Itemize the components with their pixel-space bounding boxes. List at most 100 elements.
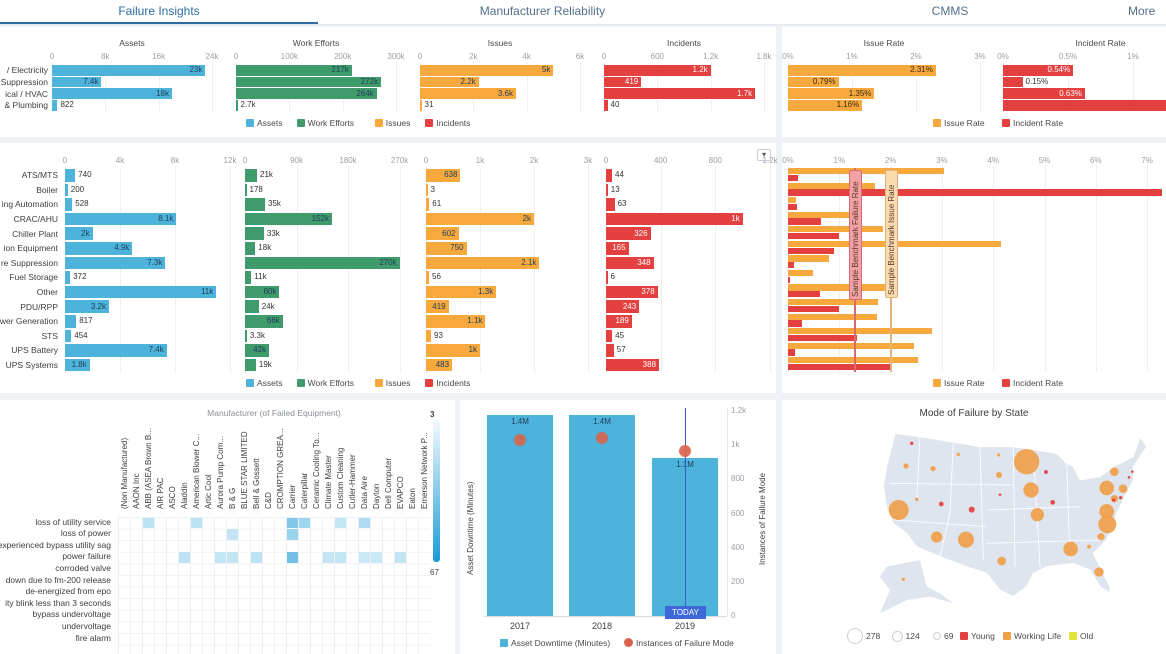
bar[interactable]: [426, 315, 486, 328]
incident-rate-bar[interactable]: [788, 189, 1163, 196]
tab-cmms[interactable]: CMMS: [931, 4, 969, 18]
failure-instance-point[interactable]: [596, 432, 608, 445]
bar[interactable]: [65, 256, 166, 270]
bar[interactable]: [236, 100, 238, 111]
bar[interactable]: [606, 256, 654, 270]
bar[interactable]: [426, 198, 430, 211]
bar[interactable]: [52, 88, 172, 99]
heatmap-cell[interactable]: [287, 552, 298, 563]
legend-item[interactable]: Work Efforts: [307, 118, 355, 128]
tab-more[interactable]: More: [1128, 4, 1156, 18]
bar[interactable]: [426, 227, 459, 240]
bar[interactable]: [606, 285, 658, 299]
bar[interactable]: [606, 227, 651, 240]
heatmap-cell[interactable]: [395, 552, 406, 563]
legend-item[interactable]: Issues: [385, 118, 411, 128]
issue-rate-bar[interactable]: [788, 328, 932, 335]
legend-item[interactable]: Working Life: [1014, 631, 1062, 641]
issue-rate-bar[interactable]: [788, 255, 830, 262]
heatmap-cell[interactable]: [335, 517, 346, 529]
bar[interactable]: [245, 242, 256, 255]
bar[interactable]: [426, 285, 497, 299]
issue-rate-bar[interactable]: [788, 168, 945, 175]
heatmap-cell[interactable]: [251, 552, 262, 563]
young-bubble[interactable]: [1112, 498, 1116, 502]
bar[interactable]: [65, 285, 217, 299]
bar[interactable]: [65, 329, 72, 343]
bar[interactable]: [426, 344, 480, 357]
issue-rate-bar[interactable]: [788, 211, 855, 218]
bar[interactable]: [65, 212, 177, 226]
working-life-bubble[interactable]: [1063, 541, 1078, 557]
bar[interactable]: [606, 198, 615, 211]
incident-rate-bar[interactable]: [788, 247, 835, 254]
heatmap-cell[interactable]: [143, 517, 154, 529]
heatmap-cell[interactable]: [227, 552, 238, 563]
bar[interactable]: [426, 329, 432, 343]
issue-rate-bar[interactable]: [788, 182, 876, 189]
bar[interactable]: [606, 344, 614, 357]
incident-rate-bar[interactable]: [788, 262, 795, 269]
bar[interactable]: [236, 65, 352, 76]
bar[interactable]: [65, 271, 71, 284]
legend-item[interactable]: Asset Downtime (Minutes): [511, 638, 611, 648]
bar[interactable]: [788, 65, 936, 76]
young-bubble[interactable]: [1131, 470, 1134, 473]
incident-rate-bar[interactable]: [788, 218, 822, 225]
working-life-bubble[interactable]: [1023, 482, 1039, 498]
young-bubble[interactable]: [939, 501, 944, 507]
heatmap-cell[interactable]: [323, 552, 334, 563]
bar[interactable]: [245, 329, 247, 343]
legend-item[interactable]: Young: [971, 631, 995, 641]
legend-item[interactable]: Incident Rate: [1013, 378, 1064, 388]
bar[interactable]: [1003, 88, 1085, 99]
bar[interactable]: [604, 100, 608, 111]
working-life-bubble[interactable]: [888, 500, 909, 520]
legend-item[interactable]: Incidents: [436, 118, 471, 128]
bar[interactable]: [426, 212, 534, 226]
bar[interactable]: [52, 100, 58, 111]
working-life-bubble[interactable]: [1094, 567, 1104, 577]
heatmap-cell[interactable]: [287, 517, 298, 529]
bar[interactable]: [65, 198, 73, 211]
incident-rate-bar[interactable]: [788, 291, 820, 298]
bar[interactable]: [420, 65, 554, 76]
heatmap-cell[interactable]: [359, 552, 370, 563]
bar[interactable]: [420, 100, 422, 111]
working-life-bubble[interactable]: [1097, 533, 1105, 541]
young-bubble[interactable]: [998, 493, 1002, 496]
incident-rate-bar[interactable]: [788, 233, 840, 240]
bar[interactable]: [65, 183, 68, 197]
bar[interactable]: [606, 271, 608, 284]
bar[interactable]: [65, 227, 93, 240]
heatmap-cell[interactable]: [335, 552, 346, 563]
tab-failure-insights[interactable]: Failure Insights: [118, 4, 200, 18]
bar[interactable]: [426, 358, 453, 372]
issue-rate-bar[interactable]: [788, 298, 878, 306]
bar[interactable]: [245, 285, 280, 299]
bar[interactable]: [1003, 100, 1166, 111]
legend-item[interactable]: Assets: [257, 118, 283, 128]
bar[interactable]: [245, 198, 266, 211]
legend-item[interactable]: Issue Rate: [944, 118, 985, 128]
issue-rate-bar[interactable]: [788, 284, 886, 291]
bar[interactable]: [606, 183, 608, 197]
bar[interactable]: [788, 100, 863, 111]
bar[interactable]: [65, 358, 90, 372]
bar[interactable]: [245, 344, 270, 357]
downtime-bar[interactable]: [569, 415, 635, 616]
working-life-bubble[interactable]: [997, 453, 1001, 457]
bar[interactable]: [604, 76, 642, 88]
working-life-bubble[interactable]: [1099, 504, 1114, 519]
bar[interactable]: [606, 242, 629, 255]
bar[interactable]: [65, 315, 77, 328]
heatmap-cell[interactable]: [287, 529, 298, 540]
working-life-bubble[interactable]: [1118, 484, 1128, 493]
issue-rate-bar[interactable]: [788, 269, 813, 277]
bar[interactable]: [52, 76, 102, 88]
bar[interactable]: [426, 183, 428, 197]
incident-rate-bar[interactable]: [788, 174, 799, 182]
heatmap-cell[interactable]: [191, 517, 202, 529]
young-bubble[interactable]: [1119, 496, 1123, 500]
incident-rate-bar[interactable]: [788, 320, 803, 327]
